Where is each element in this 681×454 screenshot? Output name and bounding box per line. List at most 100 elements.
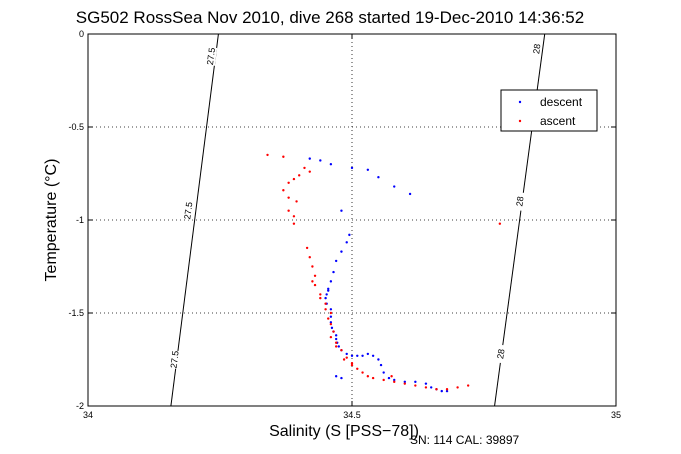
contour-label: 28 <box>531 43 542 54</box>
descent-point <box>334 259 338 263</box>
descent-point <box>440 389 443 393</box>
descent-point <box>350 166 354 170</box>
descent-point <box>334 375 338 378</box>
ascent-point <box>403 382 406 385</box>
legend-box <box>500 89 598 132</box>
descent-point <box>345 352 348 356</box>
descent-point <box>345 241 348 244</box>
ascent-point <box>287 181 290 184</box>
descent-point <box>334 337 338 341</box>
ascent-point <box>424 386 428 389</box>
ascent-point <box>305 246 309 250</box>
axis-ticks: 34 34.5 35 0 -0.5 -1 -1.5 -2 <box>68 29 621 420</box>
ascent-point <box>295 200 298 203</box>
descent-point <box>356 354 359 357</box>
chart-title: SG502 RossSea Nov 2010, dive 268 started… <box>76 8 584 27</box>
footnote: SN: 114 CAL: 39897 <box>410 433 520 447</box>
ascent-point <box>498 222 502 225</box>
contour-line <box>170 33 219 407</box>
descent-point <box>329 163 333 166</box>
contour-label-bg <box>513 191 527 211</box>
descent-point <box>348 233 351 237</box>
descent-point <box>329 308 333 311</box>
series-descent <box>308 157 449 393</box>
descent-point <box>403 380 406 384</box>
descent-point <box>334 334 338 337</box>
descent-point <box>329 321 333 324</box>
ascent-point <box>292 215 296 218</box>
descent-point <box>324 296 327 300</box>
descent-point <box>340 209 343 212</box>
descent-point <box>393 378 396 382</box>
descent-point <box>340 250 343 253</box>
descent-point <box>327 287 330 291</box>
y-tick-label: -1 <box>76 215 84 225</box>
ascent-point <box>334 341 338 344</box>
ascent-point <box>292 177 296 181</box>
contour-label: 28 <box>495 348 506 359</box>
descent-point <box>408 192 412 196</box>
descent-point <box>330 326 334 330</box>
descent-point <box>332 270 335 274</box>
ascent-point <box>334 345 338 348</box>
y-tick-label: -2 <box>76 401 84 411</box>
contour-label-bg <box>530 39 543 59</box>
ascent-point <box>329 311 333 315</box>
ascent-point <box>287 196 290 199</box>
ascent-point <box>414 384 417 387</box>
ascent-point <box>266 153 269 157</box>
ascent-point <box>303 166 306 170</box>
ascent-point <box>329 322 333 326</box>
descent-point <box>430 386 433 389</box>
descent-point <box>445 389 449 393</box>
ascent-point <box>332 330 335 333</box>
descent-point <box>361 354 364 357</box>
contour-label-bg <box>168 349 181 370</box>
legend-marker-ascent <box>518 119 522 123</box>
x-axis-label: Salinity (S [PSS−78]) <box>269 423 419 440</box>
ascent-point <box>393 380 396 384</box>
descent-point <box>377 176 380 179</box>
descent-point <box>424 382 428 385</box>
descent-point <box>340 376 343 380</box>
ascent-point <box>345 356 348 359</box>
ascent-point <box>292 222 296 225</box>
ascent-point <box>282 189 285 192</box>
descent-point <box>308 157 311 160</box>
descent-point <box>329 315 333 318</box>
legend: descent ascent <box>500 89 598 132</box>
ascent-point <box>456 386 459 389</box>
ascent-point <box>356 367 359 370</box>
ascent-point <box>342 358 346 361</box>
data-points <box>266 153 502 393</box>
ascent-point <box>311 280 314 283</box>
series-ascent <box>266 153 502 391</box>
ascent-point <box>382 378 385 382</box>
ascent-point <box>361 371 364 374</box>
descent-point <box>387 376 391 380</box>
ascent-point <box>313 274 317 277</box>
descent-point <box>414 380 417 384</box>
contour-label-bg <box>204 46 218 66</box>
ascent-point <box>313 283 317 287</box>
y-tick-label: 0 <box>79 29 84 39</box>
descent-point <box>382 371 385 374</box>
descent-point <box>377 358 380 361</box>
descent-point <box>379 363 383 367</box>
y-tick-label: -0.5 <box>68 122 84 132</box>
descent-point <box>366 168 370 171</box>
ascent-point <box>324 308 327 311</box>
contour-label: 28 <box>514 196 525 207</box>
contour-label-bg <box>494 344 508 364</box>
ascent-point <box>435 388 438 391</box>
legend-label-ascent: ascent <box>540 114 576 128</box>
ascent-point <box>329 335 333 339</box>
x-tick-label: 35 <box>611 410 621 420</box>
descent-point <box>393 185 396 188</box>
ascent-point <box>311 265 314 268</box>
ascent-point <box>298 174 301 177</box>
descent-point <box>327 289 330 292</box>
ascent-point <box>350 362 354 365</box>
